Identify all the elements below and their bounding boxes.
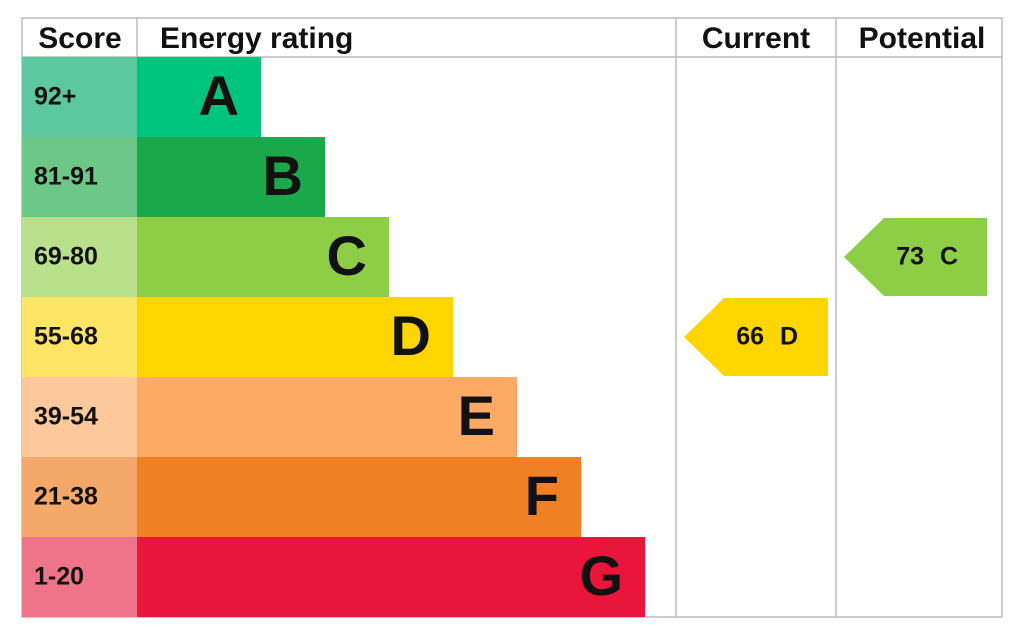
score-range: 92+	[34, 83, 76, 111]
band-bar	[137, 457, 581, 537]
band-bar	[137, 537, 645, 617]
band-letter: D	[391, 304, 431, 367]
potential-arrow	[844, 218, 987, 296]
header: Energy rating	[160, 22, 353, 55]
score-cell	[22, 217, 137, 297]
score-range: 81-91	[34, 163, 98, 191]
header: Score	[38, 22, 121, 55]
score-range: 21-38	[34, 483, 98, 511]
score-range: 69-80	[34, 243, 98, 271]
band-letter: B	[263, 144, 303, 207]
score-cell	[22, 297, 137, 377]
header: Potential	[859, 22, 986, 55]
band-letter: F	[525, 464, 559, 527]
band-letter: E	[458, 384, 495, 447]
band-bar	[137, 57, 261, 137]
potential-score: 73	[896, 243, 924, 271]
current-arrow	[684, 298, 828, 376]
current-band: D	[780, 323, 798, 351]
band-letter: A	[199, 64, 239, 127]
band-letter: G	[579, 544, 623, 607]
band-letter: C	[327, 224, 367, 287]
score-cell	[22, 377, 137, 457]
potential-band: C	[940, 243, 958, 271]
header: Current	[702, 22, 810, 55]
score-cell	[22, 537, 137, 617]
score-range: 1-20	[34, 563, 84, 591]
score-cell	[22, 457, 137, 537]
score-cell	[22, 57, 137, 137]
score-cell	[22, 137, 137, 217]
band-bar	[137, 137, 325, 217]
current-score: 66	[736, 323, 764, 351]
band-bar	[137, 377, 517, 457]
band-bar	[137, 297, 453, 377]
score-range: 55-68	[34, 323, 98, 351]
band-bar	[137, 217, 389, 297]
score-range: 39-54	[34, 403, 98, 431]
